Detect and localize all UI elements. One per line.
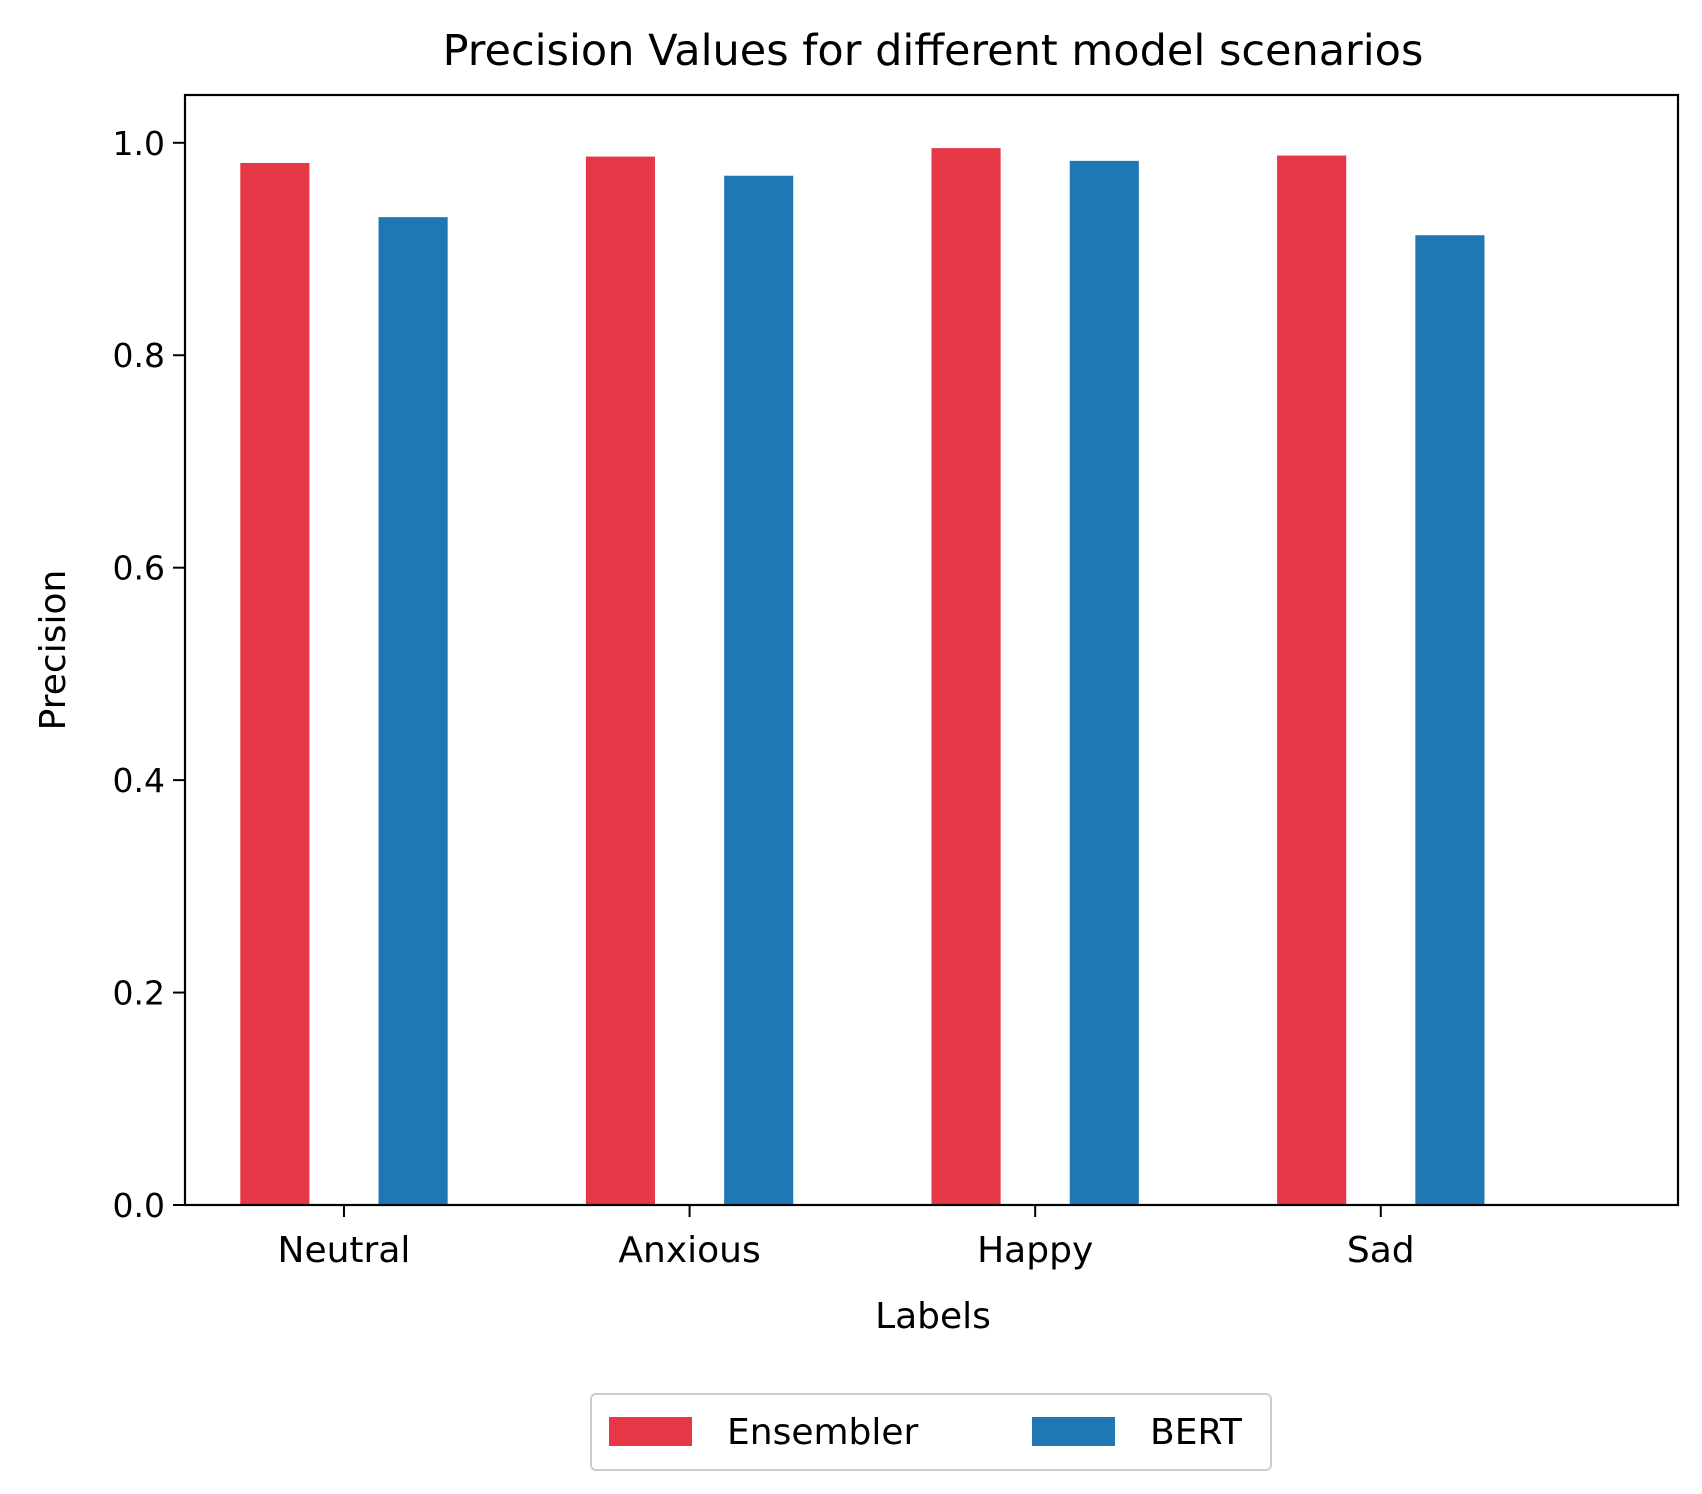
legend: Ensembler BERT [590,1393,1272,1471]
x-tick-label: Neutral [278,1230,411,1271]
plot-area: 0.0 0.2 0.4 0.6 0.8 1.0 Neutral Anxious Happy Sad [113,124,1485,1271]
legend-label-bert: BERT [1150,1412,1243,1453]
bar-bert-happy [1069,160,1139,1206]
plot-frame [183,93,1680,1207]
y-tick-label: 0.2 [113,974,165,1013]
y-axis-label: Precision [33,570,74,731]
legend-label-ensembler: Ensembler [727,1412,919,1453]
y-tick-label: 0.8 [113,336,165,375]
bar-ensembler-neutral [240,162,310,1206]
x-tick-label: Happy [977,1230,1093,1271]
x-axis-label: Labels [875,1296,991,1337]
bar-bert-sad [1415,235,1485,1206]
x-tick-label: Sad [1347,1230,1415,1271]
legend-swatch-ensembler [609,1417,692,1446]
legend-box [590,1393,1272,1471]
bar-ensembler-anxious [585,156,656,1205]
bar-bert-anxious [724,175,794,1205]
bar-bert-neutral [378,217,448,1206]
y-tick-label: 0.4 [113,761,165,800]
legend-swatch-bert [1032,1417,1115,1446]
chart-title: Precision Values for different model sce… [443,26,1424,76]
bar-ensembler-happy [931,148,1001,1205]
y-tick-label: 0.0 [113,1186,165,1225]
y-tick-label: 0.6 [113,549,165,588]
x-tick-label: Anxious [618,1230,760,1271]
y-tick-label: 1.0 [113,124,165,163]
bar-ensembler-sad [1277,155,1347,1206]
